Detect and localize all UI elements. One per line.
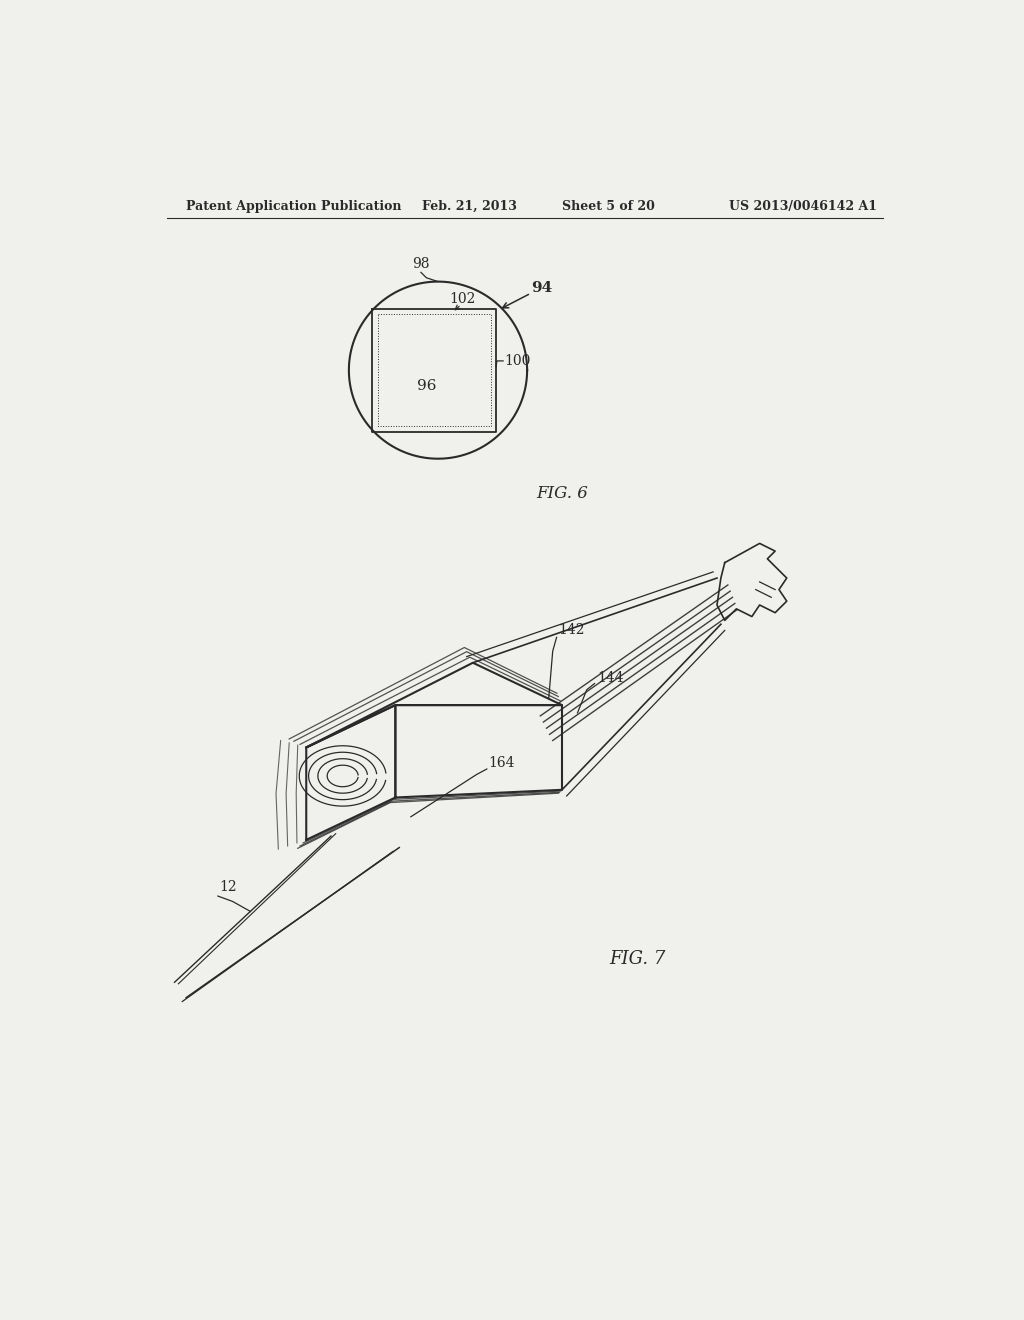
Text: 102: 102 (450, 292, 476, 306)
Text: US 2013/0046142 A1: US 2013/0046142 A1 (729, 199, 877, 213)
Text: FIG. 6: FIG. 6 (536, 484, 588, 502)
Text: 142: 142 (558, 623, 585, 638)
Text: FIG. 7: FIG. 7 (609, 950, 667, 968)
Text: 144: 144 (597, 671, 624, 685)
Text: Sheet 5 of 20: Sheet 5 of 20 (562, 199, 655, 213)
Text: Feb. 21, 2013: Feb. 21, 2013 (423, 199, 517, 213)
Text: 164: 164 (488, 755, 515, 770)
Text: 98: 98 (413, 257, 430, 271)
Text: Patent Application Publication: Patent Application Publication (186, 199, 401, 213)
Text: 100: 100 (504, 354, 530, 368)
Text: 94: 94 (531, 281, 552, 294)
Text: 12: 12 (219, 880, 238, 895)
Text: 96: 96 (417, 379, 436, 392)
